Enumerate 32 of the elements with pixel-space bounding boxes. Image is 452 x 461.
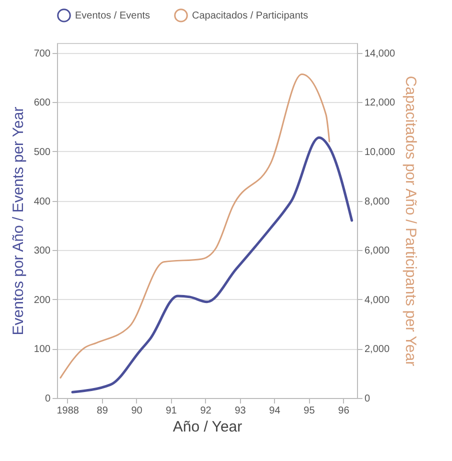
x-tick-label: 94 [269,406,281,416]
line-series [60,74,330,379]
y2-tick-label: 14,000 [364,48,396,60]
y-tick-label: 600 [34,98,51,109]
x-tick-label: 92 [200,406,212,416]
y2-tick-label: 0 [364,394,370,404]
x-tick-label: 91 [166,406,178,416]
y2-tick-label: 10,000 [364,146,396,158]
line-series [71,136,354,394]
x-tick-label: 90 [131,406,143,416]
y-axis-title: Eventos por Año / Events per Year [10,106,27,336]
y2-tick-label: 6,000 [364,246,390,257]
x-tick-label: 93 [234,406,246,416]
y2-tick-label: 12,000 [364,98,396,109]
legend-label: Eventos / Events [75,10,150,22]
y-tick-label: 500 [34,146,51,158]
y2-tick-label: 8,000 [364,196,390,208]
x-tick-label: 1988 [56,406,80,416]
y-tick-label: 700 [34,48,51,60]
y-tick-label: 400 [34,196,51,208]
x-tick-label: 89 [96,406,108,416]
y2-tick-label: 2,000 [364,344,390,356]
x-tick-label: 96 [338,406,350,416]
y-tick-label: 0 [44,394,51,404]
y-tick-label: 300 [34,246,51,257]
x-tick-label: 95 [304,406,316,416]
x-axis-title: Año / Year [172,418,242,436]
y-tick-label: 100 [34,344,51,356]
y2-axis-title: Capacitados por Año / Participants per Year [402,76,420,366]
legend-label: Capacitados / Participants [192,10,308,22]
y-tick-label: 200 [34,294,51,306]
y2-tick-label: 4,000 [364,294,390,306]
